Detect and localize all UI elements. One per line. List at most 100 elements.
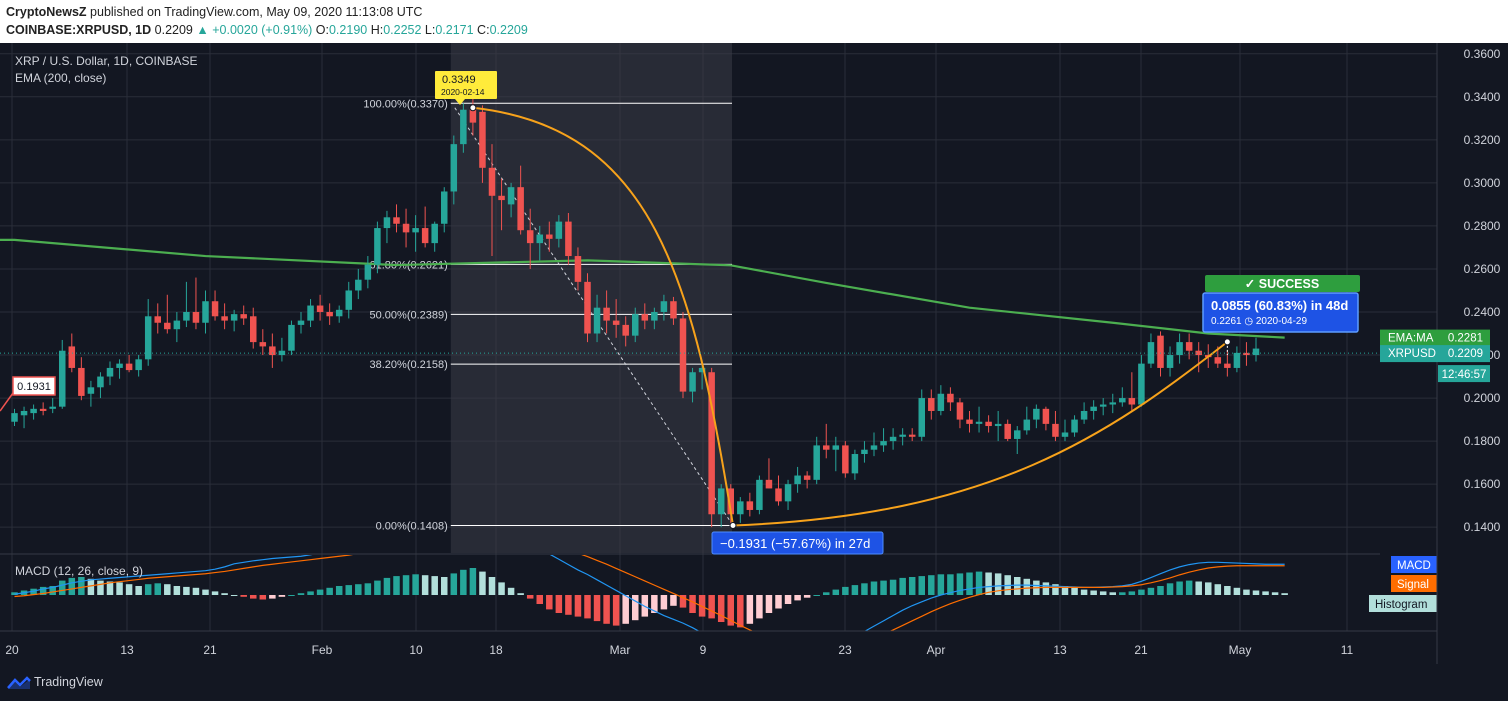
gain-label-box — [1202, 292, 1359, 333]
candle-body — [1233, 352, 1241, 368]
macd-histogram-bar — [1080, 589, 1088, 595]
candle-body — [307, 305, 314, 321]
macd-histogram-bar — [985, 572, 992, 595]
macd-histogram-bar — [1271, 592, 1279, 595]
candle — [183, 281, 190, 328]
candle — [641, 303, 649, 330]
candle — [460, 103, 467, 153]
macd-histogram-bar — [1233, 587, 1241, 595]
candle — [240, 305, 247, 325]
candle-body — [106, 367, 114, 377]
macd-histogram-bar — [775, 595, 782, 609]
legends: XRP / U.S. Dollar, 1D, COINBASE EMA (200,… — [15, 54, 198, 578]
candle-body — [947, 393, 954, 403]
candle-body — [1033, 408, 1040, 420]
macd-histogram-bar — [889, 579, 897, 595]
candle-body — [412, 228, 419, 233]
candle-body — [1128, 398, 1136, 405]
macd-histogram-bar — [240, 595, 247, 597]
candle-body — [297, 320, 305, 325]
macd-histogram-bar — [498, 582, 505, 595]
candle-body — [899, 434, 906, 437]
price-tick-label: 0.3400 — [1464, 90, 1501, 104]
chart-title-legend: XRP / U.S. Dollar, 1D, COINBASE — [15, 54, 198, 68]
macd-histogram-bar — [135, 586, 142, 595]
price-axis[interactable]: 0.3600 0.3400 0.3200 0.3000 0.2800 0.2600 0.24… — [1380, 43, 1508, 664]
macd-histogram-bar — [1128, 591, 1136, 595]
macd-histogram-bar — [364, 583, 372, 595]
macd-histogram-bar — [832, 589, 840, 595]
ema-tag-name: EMA:MA — [1388, 333, 1434, 345]
macd-histogram-bar — [1214, 584, 1222, 595]
candle — [727, 484, 734, 526]
macd-histogram-bar — [488, 577, 496, 595]
candle — [584, 273, 591, 343]
candle-body — [1176, 342, 1183, 356]
candle — [78, 357, 85, 401]
candle — [555, 215, 563, 248]
candle — [297, 311, 305, 334]
macd-histogram-bar — [173, 586, 181, 595]
time-tick-label: 21 — [203, 643, 217, 657]
candle — [421, 206, 429, 248]
macd-tag-mask — [1380, 553, 1490, 556]
candle-body — [918, 398, 925, 437]
candle — [928, 389, 935, 420]
candle-body — [517, 187, 524, 231]
time-axis[interactable]: 20 13 21 Feb 10 18 Mar 9 23 Apr 13 21 May 11 — [5, 643, 1353, 657]
candle-body — [765, 479, 773, 489]
price-chart[interactable]: 100.00%(0.3370)61.80%(0.2621)50.00%(0.23… — [0, 43, 1508, 664]
macd-histogram-bar — [469, 568, 477, 595]
drop-label-box — [711, 531, 884, 555]
candle-body — [345, 290, 352, 310]
macd-histogram-bar — [994, 573, 1002, 595]
candle — [20, 406, 28, 429]
macd-histogram-bar — [1205, 582, 1212, 595]
fib-arc-down — [472, 106, 734, 526]
candle-body — [192, 311, 200, 323]
candle — [775, 475, 782, 506]
candle-body — [1214, 357, 1222, 364]
candle — [431, 221, 438, 252]
candle-body — [355, 279, 362, 291]
macd-histogram-bar — [1176, 581, 1183, 595]
price-tick-label: 0.2600 — [1464, 262, 1501, 276]
candle — [823, 423, 830, 459]
macd-histogram-bar — [555, 595, 563, 613]
candle-body — [1185, 342, 1193, 351]
macd-histogram-bar — [211, 591, 219, 595]
time-tick-label: Feb — [312, 643, 333, 657]
candle-body — [374, 228, 381, 265]
price-tick-label: 0.1800 — [1464, 434, 1501, 448]
success-badge-text: ✓ SUCCESS — [1245, 277, 1319, 291]
candle — [603, 290, 610, 334]
candle — [202, 290, 209, 334]
macd-histogram-bar — [603, 595, 610, 624]
candle-body — [1109, 402, 1116, 405]
ohlc-high: 0.2252 — [383, 23, 422, 37]
macd-histogram-bar — [326, 587, 333, 595]
candle — [870, 432, 878, 457]
symbol-price-tag — [1380, 345, 1490, 363]
macd-histogram-bar — [374, 580, 381, 595]
ema-200-path — [0, 238, 1285, 339]
candle — [880, 428, 887, 452]
candle-body — [603, 307, 610, 321]
tradingview-logo-icon[interactable] — [7, 676, 31, 690]
candle — [756, 475, 763, 515]
footer-brand: TradingView — [34, 675, 103, 689]
candle-body — [507, 187, 515, 205]
candle-body — [842, 445, 849, 474]
candle-body — [1224, 363, 1231, 368]
candle — [269, 333, 276, 368]
candle — [469, 96, 477, 136]
macd-histogram-bar — [202, 589, 209, 595]
candle — [355, 268, 362, 300]
macd-histogram-bar — [651, 595, 658, 613]
candle-body — [68, 346, 76, 368]
candle-body — [880, 441, 887, 446]
macd-histogram-bar — [1185, 580, 1193, 595]
macd-legend: MACD (12, 26, close, 9) — [15, 564, 143, 578]
candle-body — [469, 109, 477, 123]
macd-histogram-bar — [250, 595, 257, 599]
